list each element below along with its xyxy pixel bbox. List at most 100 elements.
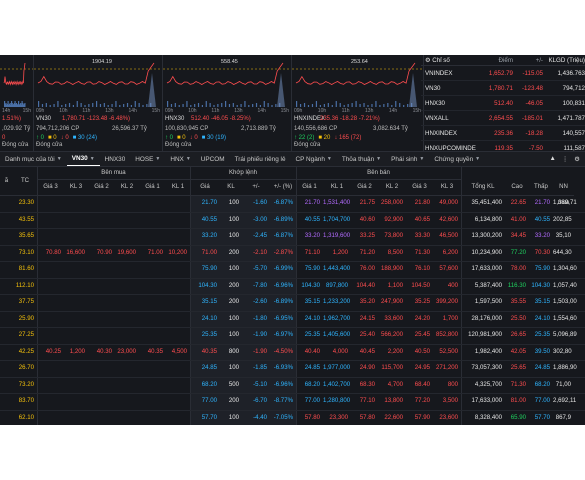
scroll-top-icon[interactable]: ▲ [549,155,556,162]
intraday-chart-svg [163,62,291,107]
column-header-matched-3[interactable]: +/- (%) [270,179,296,196]
index-chart-1[interactable]: 1904.19 09h 10h 11h 13h 14h 15h VN30 1,780.71 -1… [34,55,163,151]
chevron-down-icon: ▼ [185,156,191,162]
column-header-buy-3[interactable]: KL 2 [115,179,139,196]
low-price: 68.20 [534,380,550,388]
tab-vn30[interactable]: VN30 ▼ [66,153,100,166]
volume-bar [8,105,10,107]
volume-bar [11,101,13,107]
column-header-matched-1[interactable]: KL [220,179,242,196]
volume-bar [383,104,385,107]
index-charts-strip: 14h 15h 1.51%) ,029.92 Tỷ 0 Đóng cửa 1904.19 09… [0,55,424,151]
total-volume: 120,981,900 [468,331,502,338]
bid-cell [64,261,85,278]
ask-cell: 71.30 [414,248,430,256]
column-header-sell-1[interactable]: KL 1 [323,179,351,196]
stock-row[interactable]: 42.25 40.25 1,200 40.30 23,000 40.35 4,500 40.3… [0,344,585,361]
stock-row[interactable]: 35.65 33.20 100 -2.45 -6.87% 33.20 1,319,600 33… [0,228,585,246]
column-header-sell-5[interactable]: KL 3 [433,179,461,196]
column-header-tail-2[interactable]: Thấp [529,179,553,196]
matched-cell: -6.93% [273,364,293,371]
index-row[interactable]: VN30 1,780.71 -123.48 794,712 [421,81,585,96]
ask-cell: 77.10 [359,397,375,404]
settings-gear-icon[interactable]: ⚙ Chỉ số [425,56,450,64]
index-chart-2[interactable]: 558.45 09h 10h 11h 13h 14h 15h HNX30 512.40 -46.… [163,55,292,151]
more-icon[interactable]: ⋮ [561,156,569,163]
column-header-tail-0[interactable]: Tổng KL [461,179,505,196]
total-volume: 73,057,300 [471,364,503,371]
column-header-buy-0[interactable]: Giá 3 [37,179,64,196]
column-header-matched-0[interactable]: Giá [190,179,220,196]
chart-volume: 140,556,686 CP [294,126,338,132]
stock-row[interactable]: 62.10 57.70 100 -4.40 -7.05% 57.80 23,300 57.80… [0,410,585,426]
column-header-ma[interactable]: ã [0,166,13,196]
index-chart-0[interactable]: 14h 15h 1.51%) ,029.92 Tỷ 0 Đóng cửa [0,55,34,151]
column-header-sell-2[interactable]: Giá 2 [351,179,378,196]
stock-row[interactable]: 112.10 104.30 200 -7.80 -6.96% 104.30 897,800 1… [0,278,585,295]
tab-thỏa-thuận[interactable]: Thỏa thuận ▼ [337,156,386,163]
stock-row[interactable]: 73.10 70.80 16,600 70.90 19,600 71.00 10,200 71… [0,245,585,262]
index-row[interactable]: HNX30 512.40 -46.05 100,831 [421,96,585,111]
tab-upcom[interactable]: UPCOM [196,156,230,163]
chart-index-change: 235.36 -18.28 -7.21%) [320,116,380,122]
tab-hose[interactable]: HOSE ▼ [130,156,165,163]
tab-trái-phiếu-riêng-lẻ[interactable]: Trái phiếu riêng lẻ [230,156,291,163]
ask-cell: 35.25 [414,298,430,305]
column-header-buy-2[interactable]: Giá 2 [88,179,115,196]
time-tick: 11h [82,108,91,114]
tab-hnx30[interactable]: HNX30 [100,156,131,163]
high-price: 81.00 [510,397,526,404]
column-header-sell-0[interactable]: Giá 1 [296,179,323,196]
chevron-down-icon: ▼ [475,156,481,162]
index-row[interactable]: VNINDEX 1,652.79 -115.05 1,436.763 [421,66,585,81]
column-header-sell-4[interactable]: Giá 3 [406,179,433,196]
tab-danh-mục-của-tôi[interactable]: Danh mục của tôi ▼ [0,156,67,163]
index-chart-3[interactable]: 253.64 09h 10h 11h 13h 14h 15h HNXINDEX 235.36 -… [292,55,424,151]
tab-phái-sinh[interactable]: Phái sinh ▼ [386,156,429,163]
stock-row[interactable]: 26.70 24.85 100 -1.85 -6.93% 24.85 1,977,000 24… [0,360,585,378]
volume-bar [142,105,144,107]
volume-bar [16,105,18,107]
column-header-tail-1[interactable]: Cao [505,179,529,196]
column-header-buy-4[interactable]: Giá 1 [139,179,166,196]
index-volume: 140,557 [562,129,585,137]
stock-row[interactable]: 25.90 24.10 100 -1.80 -6.95% 24.10 1,962,700 24… [0,311,585,328]
bid-cell [166,377,187,394]
volume-bar [244,101,246,107]
tab-cp-ngành[interactable]: CP Ngành ▼ [291,156,337,163]
ask-cell: 73,800 [384,232,403,239]
stock-row[interactable]: 43.55 40.55 100 -3.00 -6.89% 40.55 1,704,700 40… [0,212,585,229]
ask-cell: 77.20 [414,397,430,404]
column-header-buy-5[interactable]: KL 1 [166,179,190,196]
volume-bar [275,104,277,107]
volume-bar [387,103,389,107]
column-header-buy-1[interactable]: KL 3 [64,179,88,196]
column-header-matched-2[interactable]: +/- [242,179,270,196]
stock-row[interactable]: 83.70 77.00 200 -6.70 -8.77% 77.00 1,280,800 77… [0,393,585,411]
index-volume: 1,471.787 [557,114,585,122]
index-row[interactable]: VNXALL 2,654.55 -185.01 1,471.787 [421,111,585,126]
stock-row[interactable]: 37.75 35.15 200 -2.60 -6.89% 35.15 1,233,200 35… [0,294,585,312]
column-header-sell-3[interactable]: KL 2 [378,179,406,196]
high-price: 25.65 [510,364,526,371]
tab-hnx[interactable]: HNX ▼ [165,156,195,163]
index-row[interactable]: HNXINDEX 235.36 -18.28 140,557 [421,126,585,141]
ask-cell: 22,600 [384,413,403,421]
volume-bar [375,101,377,107]
stock-row[interactable]: 73.20 68.20 500 -5.10 -6.96% 68.20 1,402,700 68… [0,377,585,394]
stock-row[interactable]: 81.60 75.90 100 -5.70 -6.99% 75.90 1,443,400 76… [0,261,585,279]
ask-cell: 24.15 [359,314,375,322]
ask-cell: 21.75 [359,199,375,206]
bid-cell [37,294,61,311]
volume-bar [255,103,258,107]
stock-row[interactable]: 23.30 21.70 100 -1.60 -6.87% 21.70 1,531,400 21… [0,195,585,213]
column-header-tail-3[interactable]: NN mua [553,179,574,206]
stock-row[interactable]: 27.25 25.35 100 -1.90 -6.97% 25.35 1,405,600 25… [0,327,585,345]
volume-bar [22,105,25,107]
bid-cell [37,278,61,295]
tab-chứng-quyền[interactable]: Chứng quyền ▼ [429,156,485,163]
column-header-tc[interactable]: TC [13,166,37,196]
ask-cell: 4,700 [387,380,403,388]
settings-icon[interactable]: ⚙ [574,156,580,163]
matched-cell: -7.05% [273,413,293,421]
